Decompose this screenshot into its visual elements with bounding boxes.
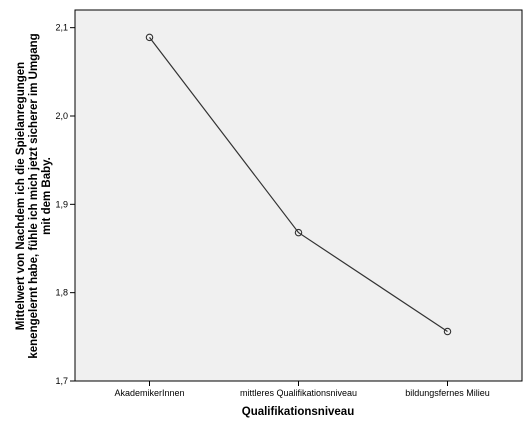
data-point xyxy=(145,33,154,42)
series-line xyxy=(149,37,448,332)
y-tick-label: 1,8 xyxy=(55,288,68,298)
y-tick-label: 1,9 xyxy=(55,199,68,209)
y-tick-label: 2,1 xyxy=(55,23,68,33)
x-tick-label: bildungsfernes Milieu xyxy=(405,388,490,398)
y-axis-title-line-3: mit dem Baby. xyxy=(41,157,53,235)
data-point xyxy=(443,327,452,336)
y-axis-title-line-2: kenengelernt habe, fühle ich mich jetzt … xyxy=(28,33,40,358)
x-axis-title: Qualifikationsniveau xyxy=(242,406,354,418)
y-axis-title: Mittelwert von Nachdem ich die Spielanre… xyxy=(15,33,53,358)
plot-area xyxy=(74,9,523,382)
x-tick-label: mittleres Qualifikationsniveau xyxy=(240,388,357,398)
y-tick-label: 1,7 xyxy=(55,376,68,386)
x-tick-label: AkademikerInnen xyxy=(114,388,184,398)
y-axis-title-line-1: Mittelwert von Nachdem ich die Spielanre… xyxy=(15,62,27,330)
y-tick-label: 2,0 xyxy=(55,111,68,121)
data-point xyxy=(294,228,303,237)
